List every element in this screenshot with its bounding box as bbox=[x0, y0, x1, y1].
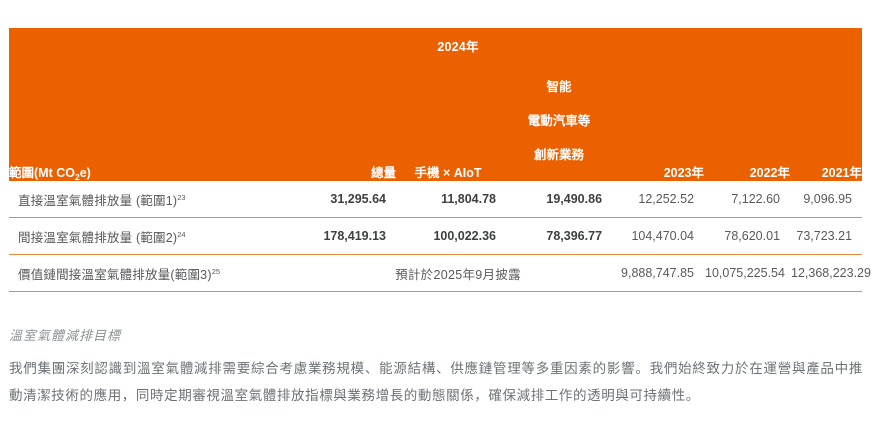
cell-scope1-phone-aiot: 11,804.78 bbox=[396, 181, 506, 218]
cell-scope3-2023: 9,888,747.85 bbox=[612, 254, 705, 292]
cell-scope1-innovative: 19,490.86 bbox=[506, 181, 613, 218]
column-header-total: 總量 bbox=[304, 62, 396, 181]
column-header-2023: 2023年 bbox=[612, 62, 705, 181]
row-label-scope2: 間接溫室氣體排放量 (範圍2)24 bbox=[9, 217, 304, 255]
column-header-innovative-line2: 電動汽車等 bbox=[527, 114, 591, 128]
emissions-table-container: 2024年 範圍(Mt CO2e) 總量 手機 × AIoT 智能 電動汽車等 … bbox=[9, 28, 871, 292]
cell-scope1-total: 31,295.64 bbox=[304, 181, 396, 218]
emissions-table: 2024年 範圍(Mt CO2e) 總量 手機 × AIoT 智能 電動汽車等 … bbox=[9, 28, 871, 292]
row-label-scope1-text: 直接溫室氣體排放量 (範圍1) bbox=[18, 193, 178, 208]
column-header-scope: 範圍(Mt CO2e) bbox=[9, 62, 304, 182]
row-label-scope3-footnote: 25 bbox=[211, 266, 221, 276]
cell-scope2-2023: 104,470.04 bbox=[612, 217, 705, 255]
row-label-scope2-footnote: 24 bbox=[177, 229, 186, 239]
narrative-heading: 溫室氣體減排目標 bbox=[9, 328, 122, 343]
scope-label-tail: e) bbox=[79, 166, 91, 180]
row-label-scope3-text: 價值鏈間接溫室氣體排放量(範圍3) bbox=[18, 267, 212, 282]
column-header-2022: 2022年 bbox=[704, 62, 791, 181]
row-label-scope1: 直接溫室氣體排放量 (範圍1)23 bbox=[9, 181, 304, 218]
table-row: 價值鏈間接溫室氣體排放量(範圍3)25 預計於2025年9月披露 9,888,7… bbox=[9, 254, 871, 292]
cell-scope2-2022: 78,620.01 bbox=[704, 217, 791, 255]
cell-scope3-2022: 10,075,225.54 bbox=[704, 254, 791, 292]
cell-scope2-2021: 73,723.21 bbox=[790, 217, 863, 255]
year-band-spacer-2021 bbox=[790, 28, 863, 62]
scope-label-text: 範圍(Mt CO bbox=[9, 166, 75, 180]
row-label-scope1-footnote: 23 bbox=[177, 192, 186, 202]
row-label-scope2-text: 間接溫室氣體排放量 (範圍2) bbox=[18, 230, 178, 245]
column-header-innovative-line3: 創新業務 bbox=[534, 148, 585, 162]
year-band-spacer-2023 bbox=[612, 28, 705, 62]
year-band-2024: 2024年 bbox=[304, 28, 613, 62]
row-label-scope3: 價值鏈間接溫室氣體排放量(範圍3)25 bbox=[9, 254, 304, 292]
year-band-row: 2024年 bbox=[9, 28, 863, 62]
cell-scope1-2021: 9,096.95 bbox=[790, 181, 863, 218]
column-header-2021: 2021年 bbox=[790, 62, 863, 181]
year-band-spacer-2022 bbox=[704, 28, 791, 62]
table-row: 間接溫室氣體排放量 (範圍2)24 178,419.13 100,022.36 … bbox=[9, 217, 863, 255]
cell-scope2-total: 178,419.13 bbox=[304, 217, 396, 255]
cell-scope3-pending-note: 預計於2025年9月披露 bbox=[304, 254, 613, 292]
cell-scope1-2022: 7,122.60 bbox=[704, 181, 791, 218]
narrative-section: 溫室氣體減排目標 我們集團深刻認識到溫室氣體減排需要綜合考慮業務規模、能源結構、… bbox=[9, 328, 863, 409]
column-header-innovative-line1: 智能 bbox=[546, 80, 572, 94]
cell-scope3-2021: 12,368,223.29 bbox=[790, 254, 871, 292]
cell-scope2-phone-aiot: 100,022.36 bbox=[396, 217, 506, 255]
column-header-phone-aiot: 手機 × AIoT bbox=[396, 62, 506, 181]
table-row: 直接溫室氣體排放量 (範圍1)23 31,295.64 11,804.78 19… bbox=[9, 181, 863, 218]
column-header-innovative: 智能 電動汽車等 創新業務 bbox=[506, 62, 613, 181]
cell-scope1-2023: 12,252.52 bbox=[612, 181, 705, 218]
column-header-row: 範圍(Mt CO2e) 總量 手機 × AIoT 智能 電動汽車等 創新業務 2… bbox=[9, 62, 863, 182]
narrative-paragraph: 我們集團深刻認識到溫室氣體減排需要綜合考慮業務規模、能源結構、供應鏈管理等多重因… bbox=[9, 361, 863, 403]
cell-scope2-innovative: 78,396.77 bbox=[506, 217, 613, 255]
scope-label-subscript: 2 bbox=[74, 172, 80, 182]
year-band-spacer bbox=[9, 28, 304, 62]
